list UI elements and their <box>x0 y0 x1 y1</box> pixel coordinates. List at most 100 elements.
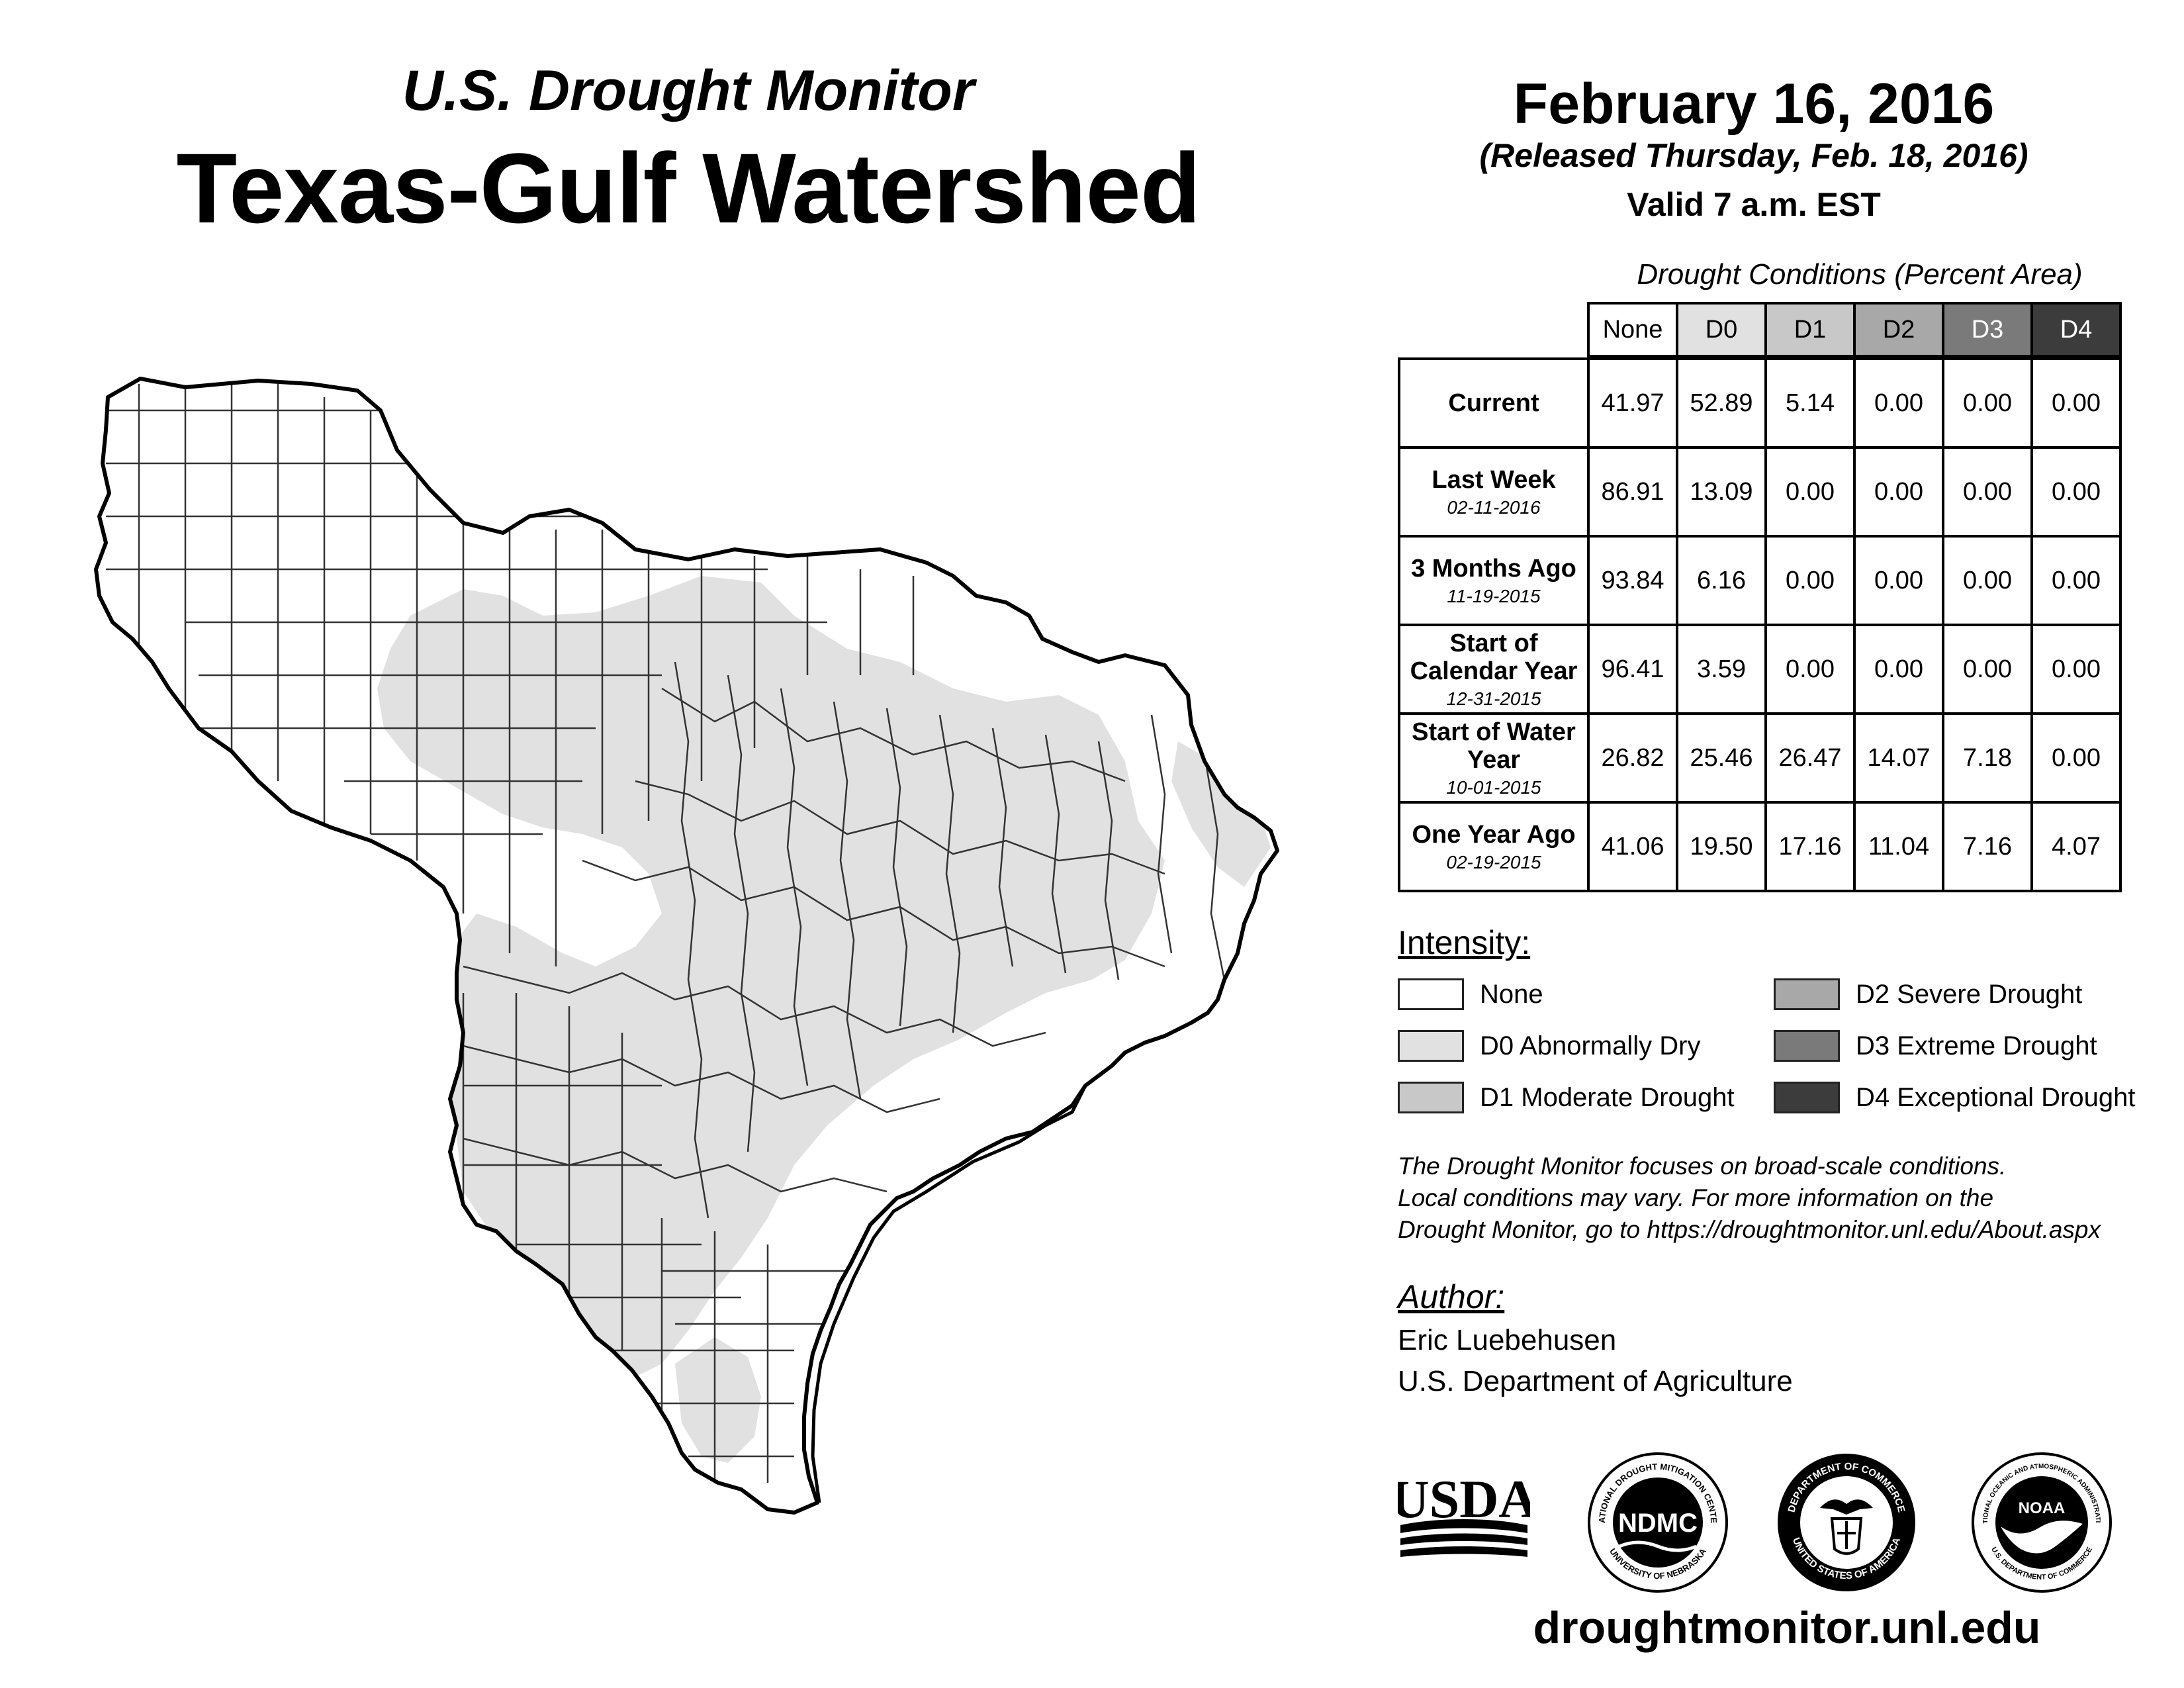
cell-none: 96.41 <box>1587 624 1678 715</box>
row-label-text: 3 Months Ago <box>1411 555 1576 583</box>
cell-d2: 0.00 <box>1853 357 1944 449</box>
usda-hill-stripe <box>1400 1533 1527 1545</box>
cell-d0: 25.46 <box>1676 712 1767 804</box>
cell-d3: 7.16 <box>1942 801 2033 892</box>
cell-d2: 0.00 <box>1853 535 1944 626</box>
col-header-none: None <box>1587 302 1678 357</box>
cell-d2: 11.04 <box>1853 801 1944 892</box>
row-label: Start of Calendar Year 12-31-2015 <box>1398 624 1590 715</box>
row-label: 3 Months Ago 11-19-2015 <box>1398 535 1590 626</box>
d0-central-region <box>377 576 1165 1377</box>
legend-label: D4 Exceptional Drought <box>1856 1082 2136 1112</box>
col-header-d2: D2 <box>1853 302 1944 357</box>
legend-swatch <box>1774 1082 1840 1113</box>
legend-swatch <box>1398 1030 1464 1062</box>
table-header-row: None D0 D1 D2 D3 D4 <box>1399 302 2122 357</box>
cell-d3: 7.18 <box>1942 712 2033 804</box>
table-corner <box>1399 303 1588 356</box>
col-header-d4: D4 <box>2030 302 2122 357</box>
table-row-current: Current 41.97 52.89 5.14 0.00 0.00 0.00 <box>1398 357 2122 449</box>
map-date: February 16, 2016 <box>1513 72 1995 136</box>
map-title: Texas-Gulf Watershed <box>176 132 1201 244</box>
cell-d0: 52.89 <box>1676 357 1767 449</box>
d0-south-texas <box>675 1337 761 1463</box>
ndmc-wave <box>1619 1540 1697 1552</box>
ship-icon <box>1837 1521 1856 1549</box>
commerce-seal-logo: DEPARTMENT OF COMMERCE UNITED STATES OF … <box>1778 1454 1915 1591</box>
release-date: (Released Thursday, Feb. 18, 2016) <box>1479 137 2028 174</box>
d0-abnormally-dry-areas <box>377 576 1271 1463</box>
cell-d1: 0.00 <box>1764 624 1856 715</box>
row-label-text: Current <box>1448 389 1539 417</box>
footnote-line: Drought Monitor, go to https://droughtmo… <box>1398 1216 2101 1243</box>
legend-label: D3 Extreme Drought <box>1856 1031 2097 1060</box>
legend-swatch <box>1774 978 1840 1010</box>
row-label-text: Start of Water Year <box>1412 718 1576 774</box>
cell-d4: 0.00 <box>2030 446 2122 538</box>
usda-logo-text: USDA <box>1398 1469 1530 1529</box>
county-lines-west <box>462 993 794 1458</box>
footnote-line: Local conditions may vary. For more info… <box>1398 1184 1994 1211</box>
legend-label: D2 Severe Drought <box>1856 979 2083 1009</box>
table-row-start-water-year: Start of Water Year 10-01-2015 26.82 25.4… <box>1398 712 2122 804</box>
legend-item-d3: D3 Extreme Drought <box>1774 1030 2097 1062</box>
table-row-3-months-ago: 3 Months Ago 11-19-2015 93.84 6.16 0.00 0… <box>1398 535 2122 626</box>
cell-d0: 3.59 <box>1676 624 1767 715</box>
table-row-last-week: Last Week 02-11-2016 86.91 13.09 0.00 0.0… <box>1398 446 2122 538</box>
row-date: 11-19-2015 <box>1447 585 1541 606</box>
cell-d0: 6.16 <box>1676 535 1767 626</box>
cell-none: 41.06 <box>1587 801 1678 892</box>
footnote: The Drought Monitor focuses on broad-sca… <box>1398 1150 2179 1246</box>
legend-label: None <box>1480 979 1543 1009</box>
cell-d4: 0.00 <box>2030 535 2122 626</box>
noaa-logo: NOAA NATIONAL OCEANIC AND ATMOSPHERIC AD… <box>1969 1450 2112 1593</box>
table-separator <box>1399 356 2120 360</box>
noaa-bird-icon <box>2001 1521 2083 1554</box>
author-heading: Author: <box>1398 1278 1505 1315</box>
legend-item-d1: D1 Moderate Drought <box>1398 1082 1735 1113</box>
usda-hill-stripe <box>1400 1519 1527 1533</box>
row-label: Current <box>1398 357 1590 449</box>
website-link[interactable]: droughtmonitor.unl.edu <box>1533 1603 2041 1653</box>
legend-label: D0 Abnormally Dry <box>1480 1031 1701 1060</box>
table-caption: Drought Conditions (Percent Area) <box>1637 258 2083 291</box>
watershed-boundary <box>94 377 1279 1515</box>
cell-d4: 0.00 <box>2030 357 2122 449</box>
gulf-coastline <box>811 1084 1087 1503</box>
cell-none: 86.91 <box>1587 446 1678 538</box>
legend-swatch <box>1398 978 1464 1010</box>
valid-time: Valid 7 a.m. EST <box>1627 186 1881 223</box>
author-organization: U.S. Department of Agriculture <box>1398 1365 1793 1397</box>
cell-d1: 5.14 <box>1764 357 1856 449</box>
cell-d1: 17.16 <box>1764 801 1856 892</box>
col-header-d3: D3 <box>1942 302 2033 357</box>
legend-swatch <box>1398 1082 1464 1113</box>
cell-d2: 0.00 <box>1853 624 1944 715</box>
drought-stats-table: None D0 D1 D2 D3 D4 Current 41.97 52.89 … <box>1398 302 2122 892</box>
table-row-start-calendar-year: Start of Calendar Year 12-31-2015 96.41 3… <box>1398 624 2122 715</box>
cell-d3: 0.00 <box>1942 446 2033 538</box>
ndmc-inner-disc <box>1613 1477 1703 1568</box>
noaa-logo-text: NOAA <box>2019 1499 2066 1517</box>
cell-d4: 4.07 <box>2030 801 2122 892</box>
footnote-line: The Drought Monitor focuses on broad-sca… <box>1398 1152 2007 1180</box>
table-row-one-year-ago: One Year Ago 02-19-2015 41.06 19.50 17.16… <box>1398 801 2122 892</box>
cell-none: 93.84 <box>1587 535 1678 626</box>
row-label-text: Start of Calendar Year <box>1410 629 1578 686</box>
cell-none: 41.97 <box>1587 357 1678 449</box>
ndmc-logo: NDMC NATIONAL DROUGHT MITIGATION CENTER … <box>1585 1450 1728 1593</box>
row-label-text: One Year Ago <box>1412 821 1576 849</box>
legend-title: Intensity: <box>1398 924 1531 961</box>
cell-d3: 0.00 <box>1942 535 2033 626</box>
legend-label: D1 Moderate Drought <box>1480 1082 1735 1112</box>
county-lines-south <box>660 1218 860 1483</box>
cell-d1: 0.00 <box>1764 535 1856 626</box>
legend-item-d0: D0 Abnormally Dry <box>1398 1030 1700 1062</box>
row-label-text: Last Week <box>1432 466 1556 494</box>
legend-swatch <box>1774 1030 1840 1062</box>
cell-d4: 0.00 <box>2030 624 2122 715</box>
row-label: Last Week 02-11-2016 <box>1398 446 1590 538</box>
cell-d0: 19.50 <box>1676 801 1767 892</box>
cell-d2: 0.00 <box>1853 446 1944 538</box>
row-date: 12-31-2015 <box>1446 688 1541 709</box>
